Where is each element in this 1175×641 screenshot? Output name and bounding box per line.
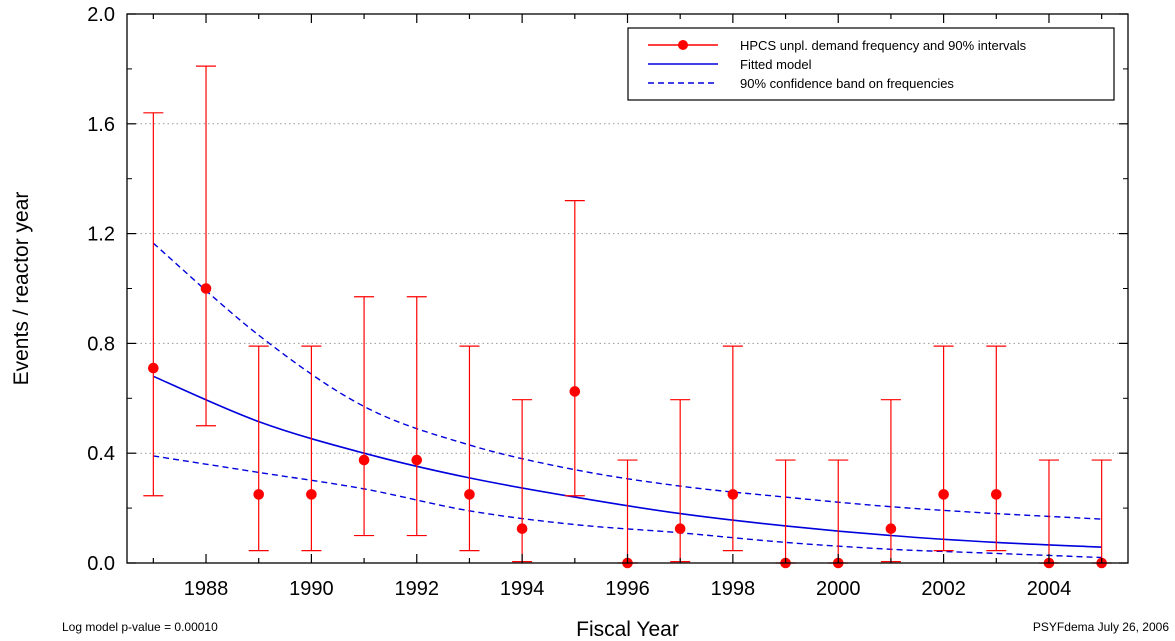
y-tick-label: 1.6 xyxy=(87,114,115,136)
x-tick-label: 1990 xyxy=(289,578,334,600)
data-point xyxy=(411,454,423,466)
data-point xyxy=(885,523,897,534)
file-date-note: PSYFdema July 26, 2006 xyxy=(1032,620,1169,634)
data-point xyxy=(516,523,528,534)
data-point xyxy=(674,523,686,534)
x-tick-label: 1992 xyxy=(395,578,440,600)
y-axis-label: Events / reactor year xyxy=(10,192,33,386)
legend-swatch-point xyxy=(678,40,688,50)
x-axis-label: Fiscal Year xyxy=(576,618,679,641)
data-point xyxy=(148,362,159,374)
y-tick-label: 0.4 xyxy=(87,443,115,465)
legend-label: HPCS unpl. demand frequency and 90% inte… xyxy=(740,38,1027,53)
x-tick-label: 2000 xyxy=(816,578,861,600)
x-tick-label: 1996 xyxy=(605,578,650,600)
data-points xyxy=(148,283,1107,569)
data-point xyxy=(727,489,739,500)
y-tick-label: 0.0 xyxy=(87,553,115,575)
x-tick-label: 2004 xyxy=(1027,578,1072,600)
data-point xyxy=(200,283,212,294)
axes: 0.0 0.4 0.8 1.2 1.6 2.0 1988 1990 1992 1994 1996 19… xyxy=(87,4,1128,600)
data-point xyxy=(253,489,265,500)
data-point xyxy=(990,489,1002,500)
x-tick-label: 1998 xyxy=(711,578,756,600)
legend-label: 90% confidence band on frequencies xyxy=(740,76,954,91)
data-point xyxy=(464,489,475,500)
legend-label: Fitted model xyxy=(740,57,812,72)
y-tick-label: 1.2 xyxy=(87,224,115,246)
data-point xyxy=(358,454,370,466)
p-value-note: Log model p-value = 0.00010 xyxy=(62,620,218,634)
x-tick-label: 1994 xyxy=(500,578,545,600)
x-tick-label: 2002 xyxy=(921,578,966,600)
legend: HPCS unpl. demand frequency and 90% inte… xyxy=(627,27,1115,101)
y-tick-label: 2.0 xyxy=(87,4,115,26)
data-point xyxy=(569,386,581,397)
y-tick-label: 0.8 xyxy=(87,333,115,355)
error-bars xyxy=(143,65,1112,564)
x-tick-label: 1988 xyxy=(184,578,229,600)
data-point xyxy=(306,489,317,500)
band-upper-line xyxy=(152,242,1102,520)
data-point xyxy=(938,489,949,500)
